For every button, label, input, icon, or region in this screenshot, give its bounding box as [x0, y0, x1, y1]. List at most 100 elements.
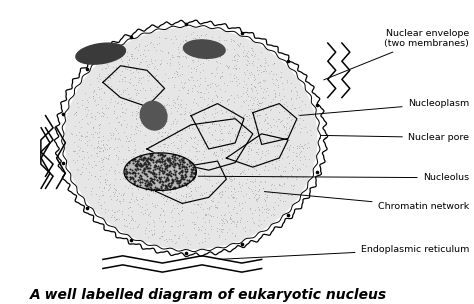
Point — [265, 189, 273, 194]
Point — [155, 170, 163, 174]
Point — [169, 102, 177, 107]
Point — [224, 147, 232, 151]
Point — [118, 143, 126, 148]
Point — [180, 156, 188, 161]
Point — [78, 134, 85, 139]
Point — [222, 218, 229, 223]
Point — [176, 180, 184, 185]
Point — [233, 223, 240, 228]
Point — [235, 181, 243, 186]
Point — [169, 55, 177, 60]
Point — [259, 185, 266, 190]
Point — [167, 160, 174, 164]
Point — [271, 154, 279, 158]
Point — [159, 208, 167, 213]
Point — [243, 113, 251, 118]
Point — [218, 164, 225, 169]
Point — [237, 188, 244, 193]
Point — [95, 71, 102, 76]
Point — [191, 139, 198, 144]
Point — [120, 63, 128, 68]
Point — [156, 82, 164, 87]
Point — [246, 179, 254, 184]
Point — [182, 195, 190, 199]
Point — [245, 146, 253, 150]
Point — [275, 110, 283, 115]
Point — [226, 215, 234, 220]
Point — [240, 134, 247, 139]
Point — [195, 109, 202, 113]
Point — [269, 117, 277, 122]
Point — [278, 151, 286, 156]
Point — [102, 209, 109, 214]
Point — [217, 124, 224, 129]
Point — [156, 212, 164, 217]
Point — [127, 167, 135, 172]
Point — [175, 54, 182, 59]
Point — [171, 233, 178, 237]
Point — [72, 110, 79, 115]
Point — [251, 119, 258, 124]
Point — [228, 78, 236, 83]
Point — [270, 205, 277, 209]
Point — [200, 46, 207, 50]
Point — [151, 171, 158, 176]
Point — [124, 212, 132, 217]
Point — [215, 122, 223, 127]
Point — [176, 179, 184, 184]
Point — [238, 168, 246, 173]
Point — [95, 185, 102, 190]
Point — [233, 93, 240, 98]
Point — [182, 38, 189, 43]
Point — [144, 182, 151, 187]
Point — [127, 177, 134, 181]
Point — [239, 85, 246, 90]
Point — [235, 54, 243, 59]
Point — [128, 186, 136, 191]
Point — [251, 195, 258, 199]
Point — [175, 233, 182, 238]
Point — [182, 198, 189, 203]
Point — [301, 156, 309, 161]
Point — [225, 226, 233, 231]
Point — [146, 183, 153, 188]
Point — [164, 171, 171, 176]
Point — [277, 119, 284, 124]
Point — [247, 116, 255, 121]
Point — [247, 70, 255, 75]
Point — [121, 79, 129, 84]
Point — [243, 192, 250, 196]
Point — [253, 137, 261, 142]
Point — [280, 181, 288, 186]
Point — [286, 143, 293, 147]
Point — [275, 157, 283, 162]
Point — [197, 90, 205, 95]
Point — [150, 171, 158, 176]
Point — [164, 173, 172, 178]
Point — [185, 126, 193, 130]
Point — [167, 183, 174, 188]
Point — [254, 105, 262, 110]
Point — [69, 148, 77, 153]
Point — [216, 75, 223, 80]
Point — [232, 75, 239, 80]
Point — [237, 170, 245, 175]
Point — [187, 108, 194, 112]
Point — [131, 74, 138, 79]
Point — [175, 197, 182, 202]
Point — [191, 168, 199, 173]
Point — [264, 93, 272, 98]
Point — [171, 233, 179, 237]
Point — [269, 97, 277, 102]
Point — [169, 172, 176, 177]
Point — [172, 186, 179, 191]
Point — [208, 120, 216, 125]
Point — [157, 175, 164, 180]
Point — [112, 69, 120, 74]
Point — [226, 147, 233, 152]
Point — [182, 55, 190, 60]
Point — [158, 168, 166, 173]
Point — [270, 81, 277, 85]
Point — [263, 111, 270, 116]
Point — [103, 143, 111, 148]
